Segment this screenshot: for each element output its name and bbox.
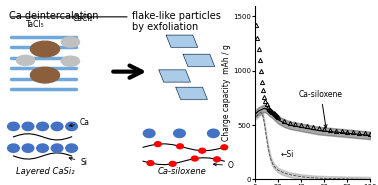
Circle shape xyxy=(199,148,206,153)
Circle shape xyxy=(8,122,19,131)
Circle shape xyxy=(22,144,34,152)
Circle shape xyxy=(66,144,77,152)
Circle shape xyxy=(22,122,34,131)
Circle shape xyxy=(214,157,220,162)
Circle shape xyxy=(169,161,176,166)
Text: CaCl₂: CaCl₂ xyxy=(72,14,93,23)
Circle shape xyxy=(51,144,63,152)
Circle shape xyxy=(147,161,154,166)
Text: Ca deintercalation: Ca deintercalation xyxy=(9,11,98,21)
Text: Ca: Ca xyxy=(69,118,90,127)
Circle shape xyxy=(155,142,161,147)
Text: TaCl₅: TaCl₅ xyxy=(26,20,45,29)
Ellipse shape xyxy=(31,41,59,57)
Circle shape xyxy=(143,129,155,137)
Polygon shape xyxy=(176,87,207,100)
Polygon shape xyxy=(183,54,215,66)
Text: Si: Si xyxy=(69,157,87,166)
Circle shape xyxy=(174,129,185,137)
Circle shape xyxy=(208,129,219,137)
Text: Ca-siloxene: Ca-siloxene xyxy=(299,90,343,128)
Text: Layered CaSi₂: Layered CaSi₂ xyxy=(15,167,74,176)
Ellipse shape xyxy=(17,55,35,65)
Circle shape xyxy=(37,122,48,131)
Circle shape xyxy=(37,144,48,152)
Circle shape xyxy=(51,122,63,131)
Y-axis label: Charge capacity  mAh / g: Charge capacity mAh / g xyxy=(223,44,231,141)
Ellipse shape xyxy=(61,56,79,66)
Text: flake-like particles
by exfoliation: flake-like particles by exfoliation xyxy=(132,11,221,32)
Polygon shape xyxy=(159,70,191,82)
Ellipse shape xyxy=(31,67,59,83)
Ellipse shape xyxy=(61,37,79,47)
Text: O: O xyxy=(214,161,234,170)
Text: ←Si: ←Si xyxy=(280,150,294,159)
Circle shape xyxy=(66,122,77,131)
Text: Ca-siloxene: Ca-siloxene xyxy=(158,167,206,176)
Circle shape xyxy=(177,144,183,149)
Circle shape xyxy=(8,144,19,152)
Circle shape xyxy=(191,156,198,161)
Circle shape xyxy=(221,145,228,150)
Polygon shape xyxy=(166,35,198,47)
